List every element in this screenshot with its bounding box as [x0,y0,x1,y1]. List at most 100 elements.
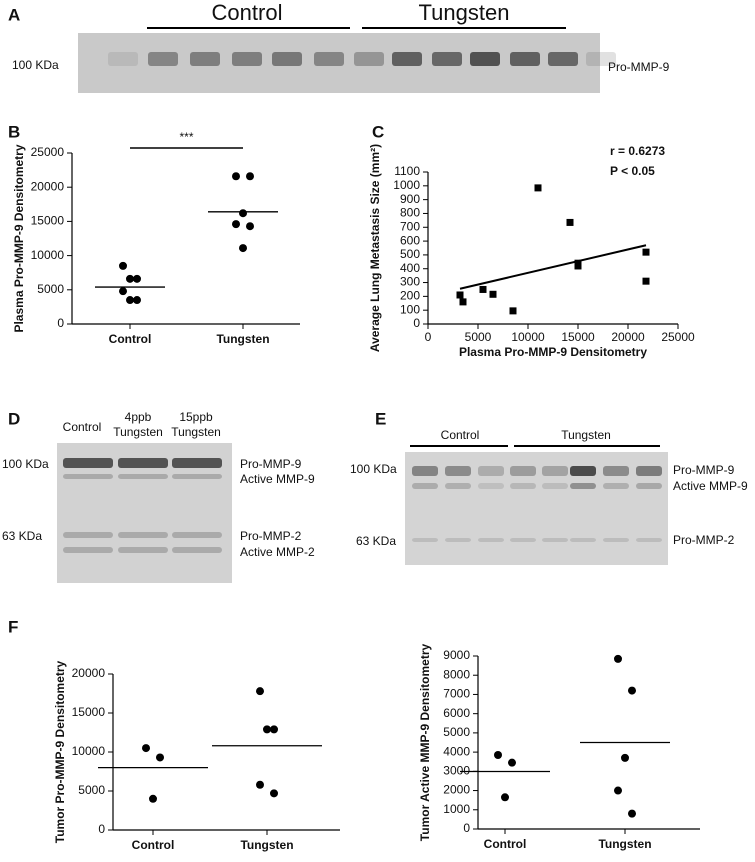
y-tick-label: 0 [98,822,105,836]
lane-label: 4ppb [125,410,152,424]
gel-band [542,483,568,489]
panel-label: F [8,617,18,636]
data-point [614,786,622,795]
gel-band [636,483,662,489]
y-tick-label: 20000 [31,179,65,193]
data-point [614,654,622,663]
gel-band [470,52,500,66]
band-label: Pro-MMP-9 [240,457,302,471]
y-tick-label: 10000 [72,744,106,758]
y-tick-label: 20000 [72,666,106,680]
y-tick-label: 1000 [393,178,420,192]
x-tick-label: Tungsten [598,837,651,851]
data-point [133,296,141,305]
data-point [456,291,464,299]
data-point [508,758,516,767]
stat-annotation: r = 0.6273 [610,144,665,158]
y-tick-label: 4000 [443,744,470,758]
panel-label: A [8,5,20,24]
y-tick-label: 1000 [443,802,470,816]
data-point [246,222,254,231]
band-label: Pro-MMP-2 [673,533,735,547]
gel-band [445,466,471,476]
gel-band [636,466,662,476]
gel-band [478,538,504,542]
gel-band [148,52,178,66]
panel-label: E [375,409,386,428]
gel-band [478,483,504,489]
y-tick-label: 0 [413,316,420,330]
x-tick-label: 15000 [561,330,595,344]
significance-label: *** [179,130,193,144]
gel-band [118,474,168,479]
y-tick-label: 5000 [443,725,470,739]
y-tick-label: 25000 [31,145,65,159]
x-axis-label: Plasma Pro-MMP-9 Densitometry [459,345,647,359]
group-label: Control [441,428,480,442]
data-point [239,209,247,218]
y-tick-label: 200 [400,289,420,303]
y-tick-label: 9000 [443,648,470,662]
data-point [628,686,636,695]
gel-band [172,458,222,468]
marker-label: 63 KDa [2,529,42,543]
data-point [270,789,278,798]
gel-band [63,474,113,479]
data-point [501,793,509,802]
x-tick-label: 20000 [611,330,645,344]
gel-band [510,483,536,489]
y-tick-label: 15000 [31,214,65,228]
gel-band [510,52,540,66]
gel-band [432,52,462,66]
y-axis-label: Plasma Pro-MMP-9 Densitometry [12,144,26,332]
x-tick-label: 0 [425,330,432,344]
gel-band [118,458,168,468]
marker-label: 100 KDa [350,462,397,476]
y-axis-label: Average Lung Metastasis Size (mm²) [368,144,382,352]
gel-band [603,483,629,489]
data-point [479,285,487,293]
group-label: Tungsten [419,0,510,25]
data-point [459,298,467,306]
gel-band [510,466,536,476]
y-tick-label: 400 [400,261,420,275]
gel-band [570,538,596,542]
y-tick-label: 2000 [443,783,470,797]
band-label: Pro-MMP-2 [240,529,302,543]
y-tick-label: 900 [400,192,420,206]
y-tick-label: 0 [463,821,470,835]
y-tick-label: 8000 [443,667,470,681]
marker-label: 63 KDa [356,534,396,548]
x-tick-label: 10000 [511,330,545,344]
gel-band [108,52,138,66]
gel-band [412,538,438,542]
gel-band [542,466,568,476]
x-tick-label: Control [109,332,152,346]
y-tick-label: 15000 [72,705,106,719]
y-tick-label: 0 [57,316,64,330]
gel-band [63,458,113,468]
data-point [270,725,278,734]
gel-band [412,483,438,489]
band-label: Active MMP-9 [240,472,315,486]
lane-label: 15ppb [179,410,213,424]
gel-band [118,532,168,538]
gel-band [570,483,596,489]
data-point [263,725,271,734]
gel-band [118,547,168,553]
group-label: Tungsten [561,428,611,442]
gel-band [548,52,578,66]
data-point [489,290,497,298]
y-tick-label: 100 [400,302,420,316]
stat-annotation: P < 0.05 [610,164,655,178]
gel-band [510,538,536,542]
lane-label: Tungsten [113,425,163,439]
data-point [509,307,517,315]
gel-band [272,52,302,66]
y-tick-label: 1100 [394,164,420,178]
y-tick-label: 700 [400,219,420,233]
marker-label: 100 KDa [2,457,49,471]
data-point [246,172,254,181]
y-axis-label: Tumor Pro-MMP-9 Densitometry [53,660,67,843]
